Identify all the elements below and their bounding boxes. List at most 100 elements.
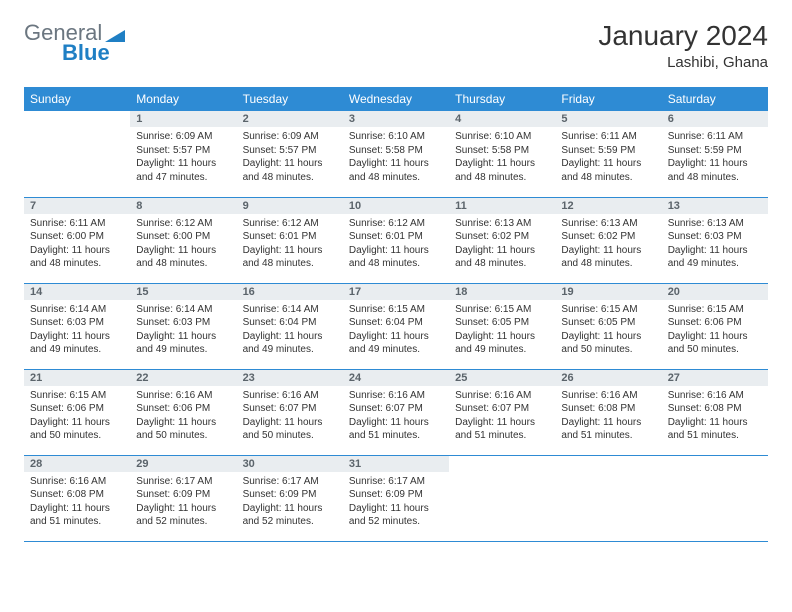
sunset: Sunset: 5:57 PM bbox=[136, 144, 230, 158]
day-details: Sunrise: 6:14 AMSunset: 6:03 PMDaylight:… bbox=[130, 300, 236, 361]
sunrise: Sunrise: 6:17 AM bbox=[136, 475, 230, 489]
calendar-day: 0 bbox=[24, 111, 130, 197]
daylight: Daylight: 11 hours and 50 minutes. bbox=[30, 416, 124, 443]
sunrise: Sunrise: 6:11 AM bbox=[668, 130, 762, 144]
day-details: Sunrise: 6:15 AMSunset: 6:04 PMDaylight:… bbox=[343, 300, 449, 361]
calendar-day: 24Sunrise: 6:16 AMSunset: 6:07 PMDayligh… bbox=[343, 369, 449, 455]
sunrise: Sunrise: 6:16 AM bbox=[561, 389, 655, 403]
sunrise: Sunrise: 6:12 AM bbox=[243, 217, 337, 231]
daylight: Daylight: 11 hours and 48 minutes. bbox=[455, 244, 549, 271]
day-details: Sunrise: 6:10 AMSunset: 5:58 PMDaylight:… bbox=[343, 127, 449, 188]
daylight: Daylight: 11 hours and 48 minutes. bbox=[668, 157, 762, 184]
sunset: Sunset: 6:00 PM bbox=[30, 230, 124, 244]
sunrise: Sunrise: 6:14 AM bbox=[243, 303, 337, 317]
day-number: 29 bbox=[130, 456, 236, 472]
sunset: Sunset: 6:05 PM bbox=[455, 316, 549, 330]
sunrise: Sunrise: 6:10 AM bbox=[455, 130, 549, 144]
calendar-day: 18Sunrise: 6:15 AMSunset: 6:05 PMDayligh… bbox=[449, 283, 555, 369]
sunset: Sunset: 6:08 PM bbox=[668, 402, 762, 416]
sunset: Sunset: 6:07 PM bbox=[349, 402, 443, 416]
daylight: Daylight: 11 hours and 48 minutes. bbox=[349, 244, 443, 271]
calendar-day: 10Sunrise: 6:12 AMSunset: 6:01 PMDayligh… bbox=[343, 197, 449, 283]
day-details: Sunrise: 6:16 AMSunset: 6:06 PMDaylight:… bbox=[130, 386, 236, 447]
weekday-header: Friday bbox=[555, 87, 661, 111]
calendar-week: 21Sunrise: 6:15 AMSunset: 6:06 PMDayligh… bbox=[24, 369, 768, 455]
day-number: 16 bbox=[237, 284, 343, 300]
day-details: Sunrise: 6:14 AMSunset: 6:04 PMDaylight:… bbox=[237, 300, 343, 361]
daylight: Daylight: 11 hours and 50 minutes. bbox=[243, 416, 337, 443]
calendar-day: 6Sunrise: 6:11 AMSunset: 5:59 PMDaylight… bbox=[662, 111, 768, 197]
weekday-header: Tuesday bbox=[237, 87, 343, 111]
daylight: Daylight: 11 hours and 51 minutes. bbox=[561, 416, 655, 443]
calendar-day: 23Sunrise: 6:16 AMSunset: 6:07 PMDayligh… bbox=[237, 369, 343, 455]
day-details: Sunrise: 6:15 AMSunset: 6:05 PMDaylight:… bbox=[555, 300, 661, 361]
sunrise: Sunrise: 6:13 AM bbox=[668, 217, 762, 231]
calendar-day: 13Sunrise: 6:13 AMSunset: 6:03 PMDayligh… bbox=[662, 197, 768, 283]
calendar-day: 14Sunrise: 6:14 AMSunset: 6:03 PMDayligh… bbox=[24, 283, 130, 369]
calendar-day: 2Sunrise: 6:09 AMSunset: 5:57 PMDaylight… bbox=[237, 111, 343, 197]
day-details: Sunrise: 6:16 AMSunset: 6:07 PMDaylight:… bbox=[237, 386, 343, 447]
sunset: Sunset: 6:07 PM bbox=[243, 402, 337, 416]
daylight: Daylight: 11 hours and 50 minutes. bbox=[668, 330, 762, 357]
weekday-header: Saturday bbox=[662, 87, 768, 111]
sunrise: Sunrise: 6:16 AM bbox=[243, 389, 337, 403]
calendar-day: 19Sunrise: 6:15 AMSunset: 6:05 PMDayligh… bbox=[555, 283, 661, 369]
calendar-day: 30Sunrise: 6:17 AMSunset: 6:09 PMDayligh… bbox=[237, 455, 343, 541]
day-number: 5 bbox=[555, 111, 661, 127]
sunset: Sunset: 6:09 PM bbox=[136, 488, 230, 502]
calendar-day: 27Sunrise: 6:16 AMSunset: 6:08 PMDayligh… bbox=[662, 369, 768, 455]
daylight: Daylight: 11 hours and 49 minutes. bbox=[30, 330, 124, 357]
sunset: Sunset: 6:04 PM bbox=[243, 316, 337, 330]
sunset: Sunset: 6:02 PM bbox=[561, 230, 655, 244]
calendar-day: 11Sunrise: 6:13 AMSunset: 6:02 PMDayligh… bbox=[449, 197, 555, 283]
calendar-day: 29Sunrise: 6:17 AMSunset: 6:09 PMDayligh… bbox=[130, 455, 236, 541]
calendar-header: SundayMondayTuesdayWednesdayThursdayFrid… bbox=[24, 87, 768, 111]
calendar: SundayMondayTuesdayWednesdayThursdayFrid… bbox=[24, 87, 768, 542]
day-number: 22 bbox=[130, 370, 236, 386]
calendar-day: 7Sunrise: 6:11 AMSunset: 6:00 PMDaylight… bbox=[24, 197, 130, 283]
calendar-body: 0 1Sunrise: 6:09 AMSunset: 5:57 PMDaylig… bbox=[24, 111, 768, 541]
sunrise: Sunrise: 6:15 AM bbox=[455, 303, 549, 317]
sunrise: Sunrise: 6:16 AM bbox=[30, 475, 124, 489]
daylight: Daylight: 11 hours and 51 minutes. bbox=[455, 416, 549, 443]
sunrise: Sunrise: 6:11 AM bbox=[30, 217, 124, 231]
sunset: Sunset: 6:03 PM bbox=[30, 316, 124, 330]
day-number: 15 bbox=[130, 284, 236, 300]
calendar-week: 0 1Sunrise: 6:09 AMSunset: 5:57 PMDaylig… bbox=[24, 111, 768, 197]
calendar-day: 28Sunrise: 6:16 AMSunset: 6:08 PMDayligh… bbox=[24, 455, 130, 541]
sunset: Sunset: 6:01 PM bbox=[243, 230, 337, 244]
sunset: Sunset: 5:58 PM bbox=[455, 144, 549, 158]
day-number: 14 bbox=[24, 284, 130, 300]
day-details: Sunrise: 6:10 AMSunset: 5:58 PMDaylight:… bbox=[449, 127, 555, 188]
day-number: 28 bbox=[24, 456, 130, 472]
daylight: Daylight: 11 hours and 52 minutes. bbox=[136, 502, 230, 529]
daylight: Daylight: 11 hours and 48 minutes. bbox=[243, 244, 337, 271]
daylight: Daylight: 11 hours and 47 minutes. bbox=[136, 157, 230, 184]
calendar-day: 26Sunrise: 6:16 AMSunset: 6:08 PMDayligh… bbox=[555, 369, 661, 455]
sunrise: Sunrise: 6:13 AM bbox=[561, 217, 655, 231]
sunrise: Sunrise: 6:14 AM bbox=[136, 303, 230, 317]
day-details: Sunrise: 6:09 AMSunset: 5:57 PMDaylight:… bbox=[130, 127, 236, 188]
sunset: Sunset: 5:59 PM bbox=[561, 144, 655, 158]
day-details: Sunrise: 6:17 AMSunset: 6:09 PMDaylight:… bbox=[130, 472, 236, 533]
sunset: Sunset: 6:05 PM bbox=[561, 316, 655, 330]
sunrise: Sunrise: 6:12 AM bbox=[349, 217, 443, 231]
calendar-week: 7Sunrise: 6:11 AMSunset: 6:00 PMDaylight… bbox=[24, 197, 768, 283]
day-details: Sunrise: 6:16 AMSunset: 6:08 PMDaylight:… bbox=[555, 386, 661, 447]
calendar-day: 3Sunrise: 6:10 AMSunset: 5:58 PMDaylight… bbox=[343, 111, 449, 197]
daylight: Daylight: 11 hours and 48 minutes. bbox=[136, 244, 230, 271]
sunset: Sunset: 5:57 PM bbox=[243, 144, 337, 158]
sunset: Sunset: 6:09 PM bbox=[243, 488, 337, 502]
day-number: 27 bbox=[662, 370, 768, 386]
sunrise: Sunrise: 6:15 AM bbox=[349, 303, 443, 317]
day-number: 20 bbox=[662, 284, 768, 300]
calendar-day: 0 bbox=[449, 455, 555, 541]
sunrise: Sunrise: 6:10 AM bbox=[349, 130, 443, 144]
day-number: 31 bbox=[343, 456, 449, 472]
calendar-day: 8Sunrise: 6:12 AMSunset: 6:00 PMDaylight… bbox=[130, 197, 236, 283]
day-details: Sunrise: 6:11 AMSunset: 6:00 PMDaylight:… bbox=[24, 214, 130, 275]
day-number: 12 bbox=[555, 198, 661, 214]
day-details: Sunrise: 6:13 AMSunset: 6:03 PMDaylight:… bbox=[662, 214, 768, 275]
daylight: Daylight: 11 hours and 49 minutes. bbox=[455, 330, 549, 357]
sunset: Sunset: 6:00 PM bbox=[136, 230, 230, 244]
